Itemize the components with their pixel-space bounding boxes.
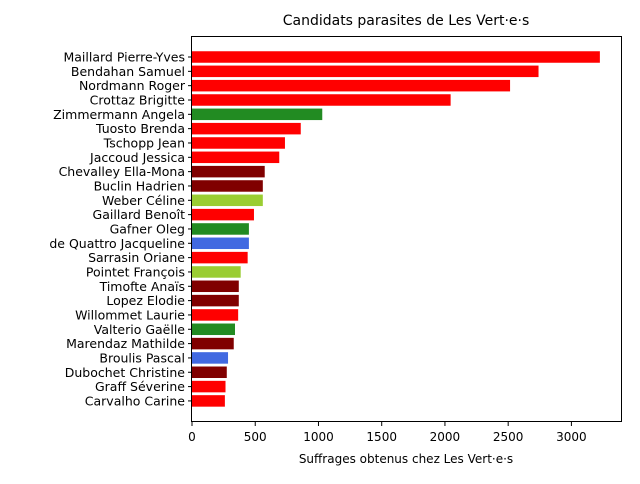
category-label: de Quattro Jacqueline — [49, 236, 185, 251]
plot-frame — [191, 36, 622, 422]
x-axis: 0 500 1000 1500 2000 2500 3000 — [188, 422, 587, 444]
category-label: Weber Céline — [102, 193, 185, 208]
category-label: Lopez Elodie — [106, 293, 185, 308]
x-tick-label: 1000 — [303, 430, 334, 444]
bar — [192, 266, 241, 278]
category-label: Crottaz Brigitte — [90, 92, 186, 107]
category-label: Nordmann Roger — [79, 78, 186, 93]
category-label: Willommet Laurie — [75, 307, 185, 322]
bar — [192, 208, 254, 221]
x-tick-label: 2500 — [493, 430, 524, 444]
category-label: Tschopp Jean — [103, 135, 185, 150]
bar — [192, 380, 226, 393]
bar — [192, 151, 280, 164]
bar — [192, 122, 301, 135]
category-label: Timofte Anaïs — [99, 279, 185, 294]
bar — [192, 79, 511, 92]
x-tick-label: 1500 — [366, 430, 397, 444]
x-tick-label: 0 — [188, 430, 196, 444]
bar — [192, 366, 227, 379]
bar — [192, 180, 263, 192]
category-label: Gaillard Benoît — [93, 207, 186, 222]
category-label: Gafner Oleg — [110, 221, 185, 236]
category-label: Dubochet Christine — [65, 365, 186, 380]
bar — [192, 108, 323, 121]
category-label: Pointet François — [86, 264, 185, 279]
category-label: Marendaz Mathilde — [66, 336, 185, 351]
category-label: Broulis Pascal — [99, 350, 185, 365]
bar — [192, 137, 285, 149]
bar — [192, 51, 600, 63]
category-label: Zimmermann Angela — [53, 107, 185, 122]
bar — [192, 309, 239, 321]
bar — [192, 65, 539, 78]
bar — [192, 323, 235, 336]
category-label: Bendahan Samuel — [71, 64, 185, 79]
bar — [192, 194, 263, 207]
bar — [192, 251, 248, 264]
bar — [192, 395, 225, 407]
category-label: Maillard Pierre-Yves — [63, 50, 185, 65]
category-label: Graff Séverine — [95, 379, 185, 394]
chart-title: Candidats parasites de Les Vert·e·s — [283, 13, 530, 29]
x-tick-label: 3000 — [556, 430, 587, 444]
x-tick-label: 500 — [244, 430, 267, 444]
bar — [192, 94, 451, 106]
category-label: Sarrasin Oriane — [88, 250, 185, 265]
bar — [192, 280, 239, 293]
bar — [192, 223, 249, 235]
category-label: Buclin Hadrien — [94, 178, 185, 193]
x-tick-label: 2000 — [430, 430, 461, 444]
bar — [192, 165, 265, 178]
bar — [192, 352, 229, 364]
x-axis-label: Suffrages obtenus chez Les Vert·e·s — [299, 452, 513, 466]
category-label: Carvalho Carine — [85, 393, 186, 408]
category-label: Tuosto Brenda — [95, 121, 185, 136]
bars-layer — [192, 51, 600, 407]
bar — [192, 237, 249, 250]
category-label: Chevalley Ella-Mona — [59, 164, 185, 179]
category-label: Valterio Gaëlle — [94, 322, 186, 337]
category-label: Jaccoud Jessica — [89, 150, 185, 165]
bar — [192, 337, 234, 350]
bar — [192, 294, 239, 307]
